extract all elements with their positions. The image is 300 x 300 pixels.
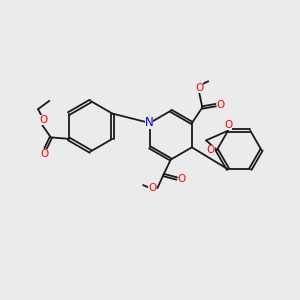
Text: O: O [41,149,49,159]
Text: O: O [178,173,186,184]
Text: N: N [145,116,154,129]
Text: O: O [207,145,215,155]
Text: O: O [195,83,203,93]
Text: O: O [224,120,232,130]
Text: O: O [148,183,156,193]
Text: O: O [39,115,47,125]
Text: O: O [217,100,225,110]
